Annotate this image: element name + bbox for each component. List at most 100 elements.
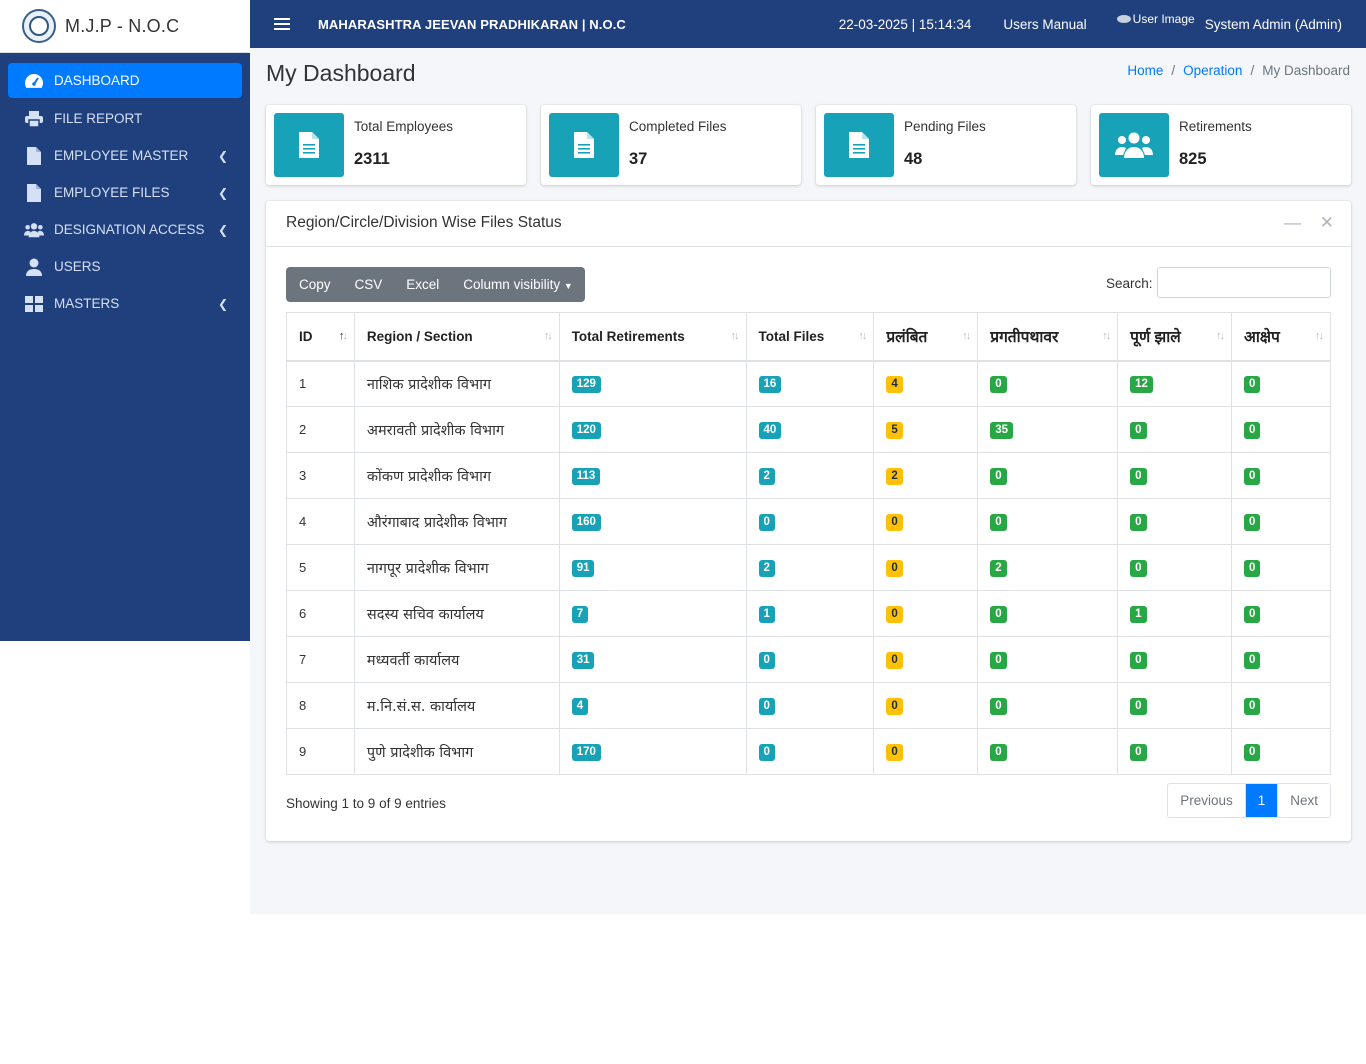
hamburger-menu-icon[interactable] bbox=[274, 15, 290, 33]
users-icon bbox=[24, 221, 44, 239]
user-avatar[interactable]: User Image bbox=[1116, 12, 1195, 26]
sidebar-item-label: EMPLOYEE FILES bbox=[54, 185, 170, 200]
table-row: 6 सदस्य सचिव कार्यालय 7 1 0 0 1 0 bbox=[286, 590, 1331, 637]
cell-total-retirements: 91 bbox=[558, 544, 747, 591]
count-badge: 4 bbox=[571, 697, 589, 715]
cell-objection: 0 bbox=[1231, 360, 1331, 407]
count-badge: 0 bbox=[990, 375, 1007, 393]
breadcrumb-home[interactable]: Home bbox=[1127, 63, 1164, 78]
sort-icon: ↑↓ bbox=[730, 330, 740, 343]
sort-icon: ↑↓ bbox=[543, 330, 553, 343]
column-header-completed[interactable]: पूर्ण झाले ↑↓ bbox=[1117, 312, 1233, 362]
column-header-label: प्रलंबित bbox=[886, 329, 928, 347]
cell-region: सदस्य सचिव कार्यालय bbox=[353, 590, 560, 637]
count-badge: 0 bbox=[758, 513, 775, 531]
users-manual-link[interactable]: Users Manual bbox=[1003, 16, 1087, 32]
pagination-next[interactable]: Next bbox=[1277, 784, 1330, 817]
cell-in-progress: 0 bbox=[977, 360, 1119, 407]
sidebar-item-masters[interactable]: MASTERS ❮ bbox=[8, 285, 242, 322]
sidebar-item-label: FILE REPORT bbox=[54, 111, 143, 126]
cell-completed: 0 bbox=[1117, 452, 1233, 499]
cell-id: 2 bbox=[286, 406, 355, 453]
cell-region: म.नि.सं.स. कार्यालय bbox=[353, 682, 560, 729]
count-badge: 0 bbox=[990, 697, 1007, 715]
cell-in-progress: 0 bbox=[977, 682, 1119, 729]
count-badge: 0 bbox=[1130, 467, 1147, 485]
sidebar-item-employee-files[interactable]: EMPLOYEE FILES ❮ bbox=[8, 174, 242, 211]
collapse-icon[interactable]: — bbox=[1284, 213, 1301, 232]
close-icon[interactable]: ✕ bbox=[1319, 213, 1334, 232]
sidebar-item-employee-master[interactable]: EMPLOYEE MASTER ❮ bbox=[8, 137, 242, 174]
users-icon bbox=[1099, 113, 1169, 177]
column-header-region[interactable]: Region / Section ↑↓ bbox=[353, 312, 560, 362]
breadcrumb-current: My Dashboard bbox=[1262, 63, 1350, 78]
info-box-value: 2311 bbox=[354, 150, 390, 168]
count-badge: 0 bbox=[1244, 697, 1261, 715]
count-badge: 0 bbox=[1244, 743, 1261, 761]
sidebar-item-designation-access[interactable]: DESIGNATION ACCESS ❮ bbox=[8, 211, 242, 248]
count-badge: 0 bbox=[1130, 697, 1147, 715]
cell-pending: 2 bbox=[873, 452, 979, 499]
column-header-in-progress[interactable]: प्रगतीपथावर ↑↓ bbox=[977, 312, 1119, 362]
count-badge: 0 bbox=[990, 651, 1007, 669]
sort-icon: ↑↓ bbox=[858, 330, 867, 343]
cell-objection: 0 bbox=[1231, 636, 1331, 683]
search-input[interactable] bbox=[1157, 267, 1331, 298]
sidebar-item-users[interactable]: USERS bbox=[8, 248, 242, 285]
cell-total-files: 0 bbox=[745, 498, 875, 545]
count-badge: 0 bbox=[886, 513, 903, 531]
count-badge: 129 bbox=[571, 375, 601, 393]
cell-total-files: 16 bbox=[745, 360, 875, 407]
cell-objection: 0 bbox=[1231, 728, 1331, 775]
column-header-objection[interactable]: आक्षेप ↑↓ bbox=[1231, 312, 1331, 362]
column-visibility-button[interactable]: Column visibility ▼ bbox=[451, 267, 584, 302]
top-navbar: MAHARASHTRA JEEVAN PRADHIKARAN | N.O.C 2… bbox=[250, 0, 1366, 48]
cell-total-retirements: 129 bbox=[558, 360, 747, 407]
column-header-label: आक्षेप bbox=[1244, 329, 1280, 347]
pagination-page[interactable]: 1 bbox=[1245, 784, 1278, 817]
column-header-total-files[interactable]: Total Files ↑↓ bbox=[745, 312, 875, 362]
column-header-id[interactable]: ID ↑↓ bbox=[286, 312, 355, 362]
cell-objection: 0 bbox=[1231, 498, 1331, 545]
csv-button[interactable]: CSV bbox=[354, 277, 383, 292]
cell-in-progress: 0 bbox=[977, 590, 1119, 637]
excel-button[interactable]: Excel bbox=[406, 277, 440, 292]
sort-asc-icon: ↑↓ bbox=[338, 330, 348, 343]
column-header-label: प्रगतीपथावर bbox=[990, 329, 1059, 347]
info-box-value: 48 bbox=[904, 150, 923, 168]
copy-button[interactable]: Copy bbox=[299, 277, 331, 292]
cell-total-retirements: 170 bbox=[558, 728, 747, 775]
sidebar-item-label: DASHBOARD bbox=[54, 73, 140, 88]
caret-down-icon: ▼ bbox=[563, 281, 573, 291]
cell-pending: 0 bbox=[873, 682, 979, 729]
column-header-pending[interactable]: प्रलंबित ↑↓ bbox=[873, 312, 979, 362]
file-icon bbox=[24, 183, 44, 202]
cell-region: कोंकण प्रादेशीक विभाग bbox=[353, 452, 560, 499]
count-badge: 0 bbox=[886, 743, 903, 761]
cell-id: 5 bbox=[286, 544, 355, 591]
cell-in-progress: 0 bbox=[977, 636, 1119, 683]
cell-total-files: 2 bbox=[745, 452, 875, 499]
count-badge: 91 bbox=[571, 559, 595, 577]
count-badge: 113 bbox=[571, 467, 601, 485]
column-header-total-retirements[interactable]: Total Retirements ↑↓ bbox=[558, 312, 747, 362]
cell-objection: 0 bbox=[1231, 544, 1331, 591]
info-box-label: Retirements bbox=[1179, 119, 1252, 134]
count-badge: 2 bbox=[758, 467, 775, 485]
count-badge: 12 bbox=[1130, 375, 1153, 393]
pagination-previous[interactable]: Previous bbox=[1168, 784, 1246, 817]
count-badge: 0 bbox=[1244, 651, 1261, 669]
cell-pending: 0 bbox=[873, 728, 979, 775]
sidebar-item-dashboard[interactable]: DASHBOARD bbox=[8, 63, 242, 98]
cell-in-progress: 35 bbox=[977, 406, 1119, 453]
sidebar-item-file-report[interactable]: FILE REPORT bbox=[8, 100, 242, 137]
cell-in-progress: 0 bbox=[977, 498, 1119, 545]
breadcrumb-operation[interactable]: Operation bbox=[1183, 63, 1243, 78]
count-badge: 1 bbox=[1130, 605, 1147, 623]
breadcrumb: Home / Operation / My Dashboard bbox=[1127, 63, 1350, 78]
count-badge: 0 bbox=[758, 743, 775, 761]
cell-region: नागपूर प्रादेशीक विभाग bbox=[353, 544, 560, 591]
brand-header[interactable]: M.J.P - N.O.C bbox=[0, 0, 250, 53]
info-box-retirements: Retirements 825 bbox=[1091, 105, 1351, 185]
user-menu[interactable]: System Admin (Admin) bbox=[1204, 16, 1342, 32]
